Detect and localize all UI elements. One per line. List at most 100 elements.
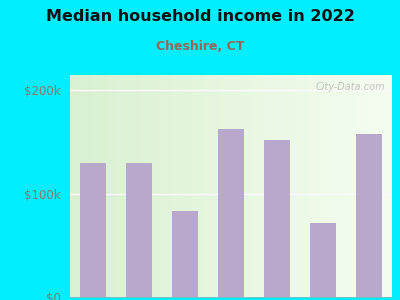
Bar (299, 75, 302, 297)
Bar (379, 75, 382, 297)
Bar (228, 75, 231, 297)
Bar (270, 75, 273, 297)
Bar (234, 75, 238, 297)
Bar (134, 75, 138, 297)
Bar (356, 75, 360, 297)
Bar (331, 75, 334, 297)
Bar (347, 75, 350, 297)
Bar (328, 75, 331, 297)
Bar (282, 75, 286, 297)
Bar (370, 75, 373, 297)
Bar (315, 75, 318, 297)
Bar (70, 75, 73, 297)
Bar (241, 75, 244, 297)
Bar (150, 75, 154, 297)
Bar (344, 75, 347, 297)
Bar (263, 75, 266, 297)
Bar (279, 75, 282, 297)
Bar (382, 75, 386, 297)
Bar (218, 75, 221, 297)
Bar (196, 75, 199, 297)
Bar (92, 75, 96, 297)
Bar (192, 75, 196, 297)
Bar (160, 75, 163, 297)
Bar (73, 75, 76, 297)
Bar (125, 75, 128, 297)
Bar (115, 75, 118, 297)
Bar (199, 75, 202, 297)
Bar (189, 75, 192, 297)
Bar (76, 75, 80, 297)
Bar (334, 75, 337, 297)
Bar (138, 75, 141, 297)
Bar (356, 134, 382, 297)
Bar (289, 75, 292, 297)
Bar (247, 75, 250, 297)
Bar (144, 75, 147, 297)
Bar (321, 75, 324, 297)
Bar (202, 75, 205, 297)
Bar (112, 75, 115, 297)
Bar (147, 75, 150, 297)
Bar (292, 75, 295, 297)
Bar (118, 75, 122, 297)
Bar (224, 75, 228, 297)
Bar (350, 75, 353, 297)
Bar (109, 75, 112, 297)
Bar (126, 163, 152, 297)
Bar (128, 75, 131, 297)
Bar (163, 75, 167, 297)
Bar (167, 75, 170, 297)
Bar (389, 75, 392, 297)
Bar (254, 75, 257, 297)
Bar (264, 140, 290, 297)
Bar (276, 75, 279, 297)
Bar (305, 75, 308, 297)
Bar (180, 75, 183, 297)
Bar (231, 75, 234, 297)
Bar (106, 75, 109, 297)
Bar (250, 75, 254, 297)
Bar (96, 75, 99, 297)
Bar (310, 223, 336, 297)
Bar (80, 75, 83, 297)
Bar (89, 75, 92, 297)
Bar (238, 75, 241, 297)
Bar (99, 75, 102, 297)
Bar (215, 75, 218, 297)
Bar (122, 75, 125, 297)
Bar (86, 75, 89, 297)
Bar (176, 75, 180, 297)
Text: City-Data.com: City-Data.com (316, 82, 386, 92)
Bar (337, 75, 340, 297)
Bar (141, 75, 144, 297)
Bar (83, 75, 86, 297)
Bar (212, 75, 215, 297)
Bar (376, 75, 379, 297)
Bar (80, 163, 106, 297)
Bar (173, 75, 176, 297)
Bar (318, 75, 321, 297)
Bar (131, 75, 134, 297)
Bar (353, 75, 356, 297)
Bar (154, 75, 157, 297)
Text: Median household income in 2022: Median household income in 2022 (46, 9, 354, 24)
Bar (324, 75, 328, 297)
Bar (221, 75, 224, 297)
Bar (360, 75, 363, 297)
Bar (172, 211, 198, 297)
Text: Cheshire, CT: Cheshire, CT (156, 40, 244, 53)
Bar (102, 75, 106, 297)
Bar (157, 75, 160, 297)
Bar (170, 75, 173, 297)
Bar (208, 75, 212, 297)
Bar (363, 75, 366, 297)
Bar (373, 75, 376, 297)
Bar (286, 75, 289, 297)
Bar (260, 75, 263, 297)
Bar (312, 75, 315, 297)
Bar (340, 75, 344, 297)
Bar (218, 129, 244, 297)
Bar (386, 75, 389, 297)
Bar (186, 75, 189, 297)
